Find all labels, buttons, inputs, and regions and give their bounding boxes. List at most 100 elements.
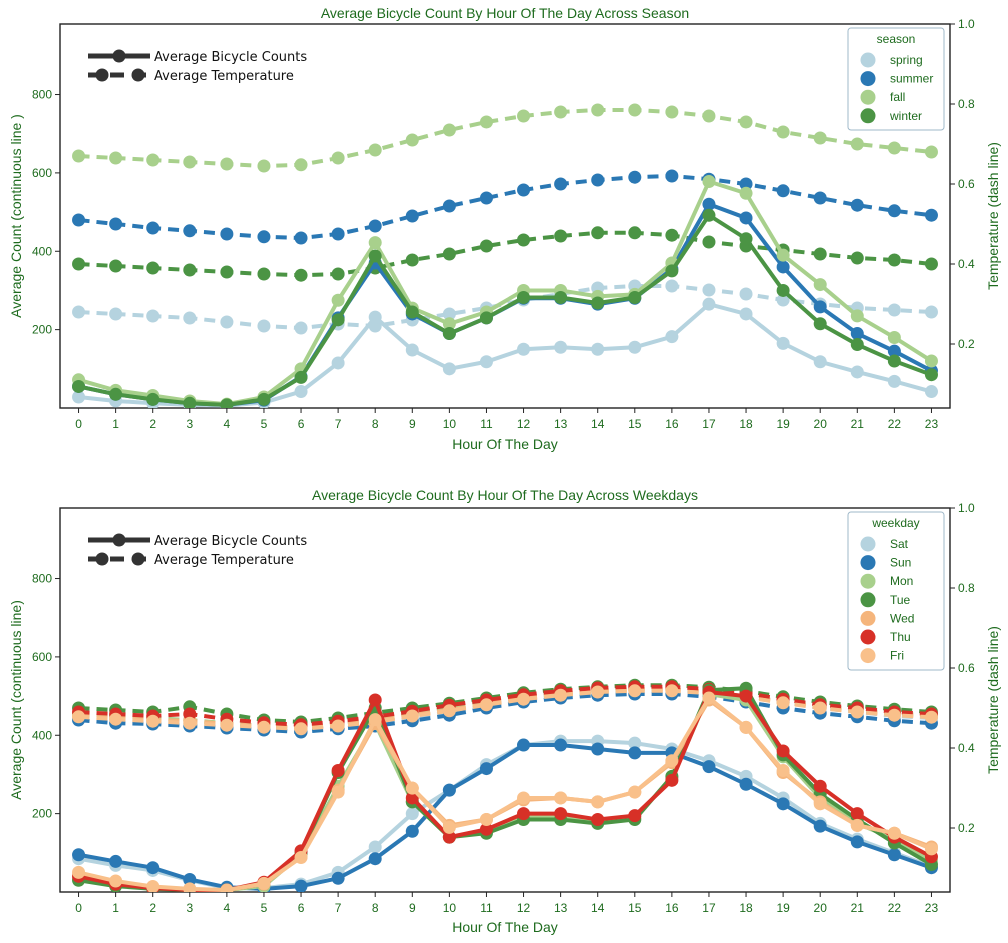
x-tick-label: 1 [112, 901, 119, 915]
temperature-point-winter [294, 268, 308, 282]
count-point-sun [146, 861, 160, 875]
plot-frame [59, 23, 951, 409]
count-point-sat [628, 736, 642, 750]
temperature-point-fri [405, 709, 419, 723]
legend-label-sat: Sat [890, 537, 909, 551]
plot-frame [59, 507, 951, 893]
temperature-point-fall [702, 109, 716, 123]
count-point-sun [72, 848, 86, 862]
temperature-point-fri [517, 692, 531, 706]
count-point-thu [517, 807, 531, 821]
x-tick-label: 10 [443, 417, 457, 431]
count-point-thu [776, 744, 790, 758]
count-point-winter [813, 317, 827, 331]
temperature-point-summer [405, 209, 419, 223]
temperature-point-fri [665, 684, 679, 698]
y2-tick-label: 0.6 [958, 177, 975, 191]
temperature-point-fall [776, 125, 790, 139]
count-point-thu [331, 764, 345, 778]
temperature-point-winter [479, 239, 493, 253]
x-tick-label: 9 [409, 901, 416, 915]
count-point-thu [850, 807, 864, 821]
y-tick-label: 200 [32, 807, 52, 821]
series-legend: season spring summer fall winter [847, 27, 945, 131]
temperature-point-spring [665, 279, 679, 293]
x-tick-label: 15 [628, 417, 642, 431]
y2-tick-label: 0.4 [958, 741, 975, 755]
temperature-point-fall [665, 105, 679, 119]
count-point-thu [479, 822, 493, 836]
temperature-point-fall [405, 133, 419, 147]
count-point-spring [368, 310, 382, 324]
count-point-spring [479, 355, 493, 369]
temperature-point-summer [628, 170, 642, 184]
count-point-sun [109, 854, 123, 868]
temperature-point-summer [368, 219, 382, 233]
x-tick-label: 8 [372, 417, 379, 431]
count-point-sun [294, 879, 308, 892]
count-point-sun [628, 746, 642, 760]
count-point-thu [442, 830, 456, 844]
count-point-winter [517, 291, 531, 305]
count-point-spring [665, 330, 679, 344]
temperature-point-winter [702, 235, 716, 249]
legend-label-summer: summer [890, 72, 933, 86]
count-point-winter [72, 379, 86, 393]
temperature-point-summer [294, 231, 308, 245]
count-point-summer [776, 260, 790, 274]
x-tick-label: 5 [261, 417, 268, 431]
count-point-winter [257, 392, 271, 406]
x-tick-label: 0 [75, 901, 82, 915]
key-solid-label: Average Bicycle Counts [154, 50, 307, 65]
temperature-point-fri [850, 705, 864, 719]
count-point-winter [405, 305, 419, 319]
count-point-sun [591, 742, 605, 756]
temperature-point-summer [479, 191, 493, 205]
count-point-spring [294, 385, 308, 399]
count-point-winter [628, 291, 642, 305]
count-point-spring [442, 362, 456, 376]
x-tick-label: 6 [298, 417, 305, 431]
count-point-spring [813, 355, 827, 369]
temperature-point-fall [294, 158, 308, 172]
temperature-point-fall [924, 145, 938, 159]
count-point-spring [591, 342, 605, 356]
count-point-winter [739, 232, 753, 246]
count-point-winter [554, 291, 568, 305]
temperature-point-summer [776, 184, 790, 198]
count-point-thu [368, 693, 382, 707]
legend-label-sun: Sun [890, 556, 911, 570]
temperature-point-summer [850, 198, 864, 212]
temperature-point-spring [294, 321, 308, 335]
plot-data [72, 678, 938, 892]
temperature-point-fri [183, 716, 197, 730]
x-axis-label: Hour Of The Day [452, 919, 558, 935]
temperature-point-fri [479, 698, 493, 712]
legend-marker-sat [860, 536, 876, 552]
count-point-spring [776, 336, 790, 350]
count-point-fri [739, 720, 753, 734]
temperature-point-fall [257, 159, 271, 173]
temperature-point-spring [146, 309, 160, 323]
temperature-point-fri [924, 710, 938, 724]
count-point-fri [776, 764, 790, 778]
count-point-spring [405, 343, 419, 357]
count-point-thu [739, 689, 753, 703]
legend-marker-fri [860, 648, 876, 664]
y-tick-label: 400 [32, 244, 52, 258]
temperature-point-summer [331, 227, 345, 241]
count-point-sun [405, 824, 419, 838]
x-tick-label: 17 [702, 901, 716, 915]
x-tick-label: 19 [776, 417, 790, 431]
x-tick-label: 16 [665, 417, 679, 431]
count-point-fri [887, 826, 901, 840]
temperature-point-fall [109, 151, 123, 165]
legend-label-winter: winter [889, 109, 922, 123]
temperature-point-fri [442, 704, 456, 718]
temperature-point-winter [554, 229, 568, 243]
count-point-thu [628, 809, 642, 823]
count-point-sun [702, 760, 716, 774]
temperature-point-fri [628, 684, 642, 698]
count-line-sun [78, 743, 933, 891]
count-point-sun [887, 848, 901, 862]
